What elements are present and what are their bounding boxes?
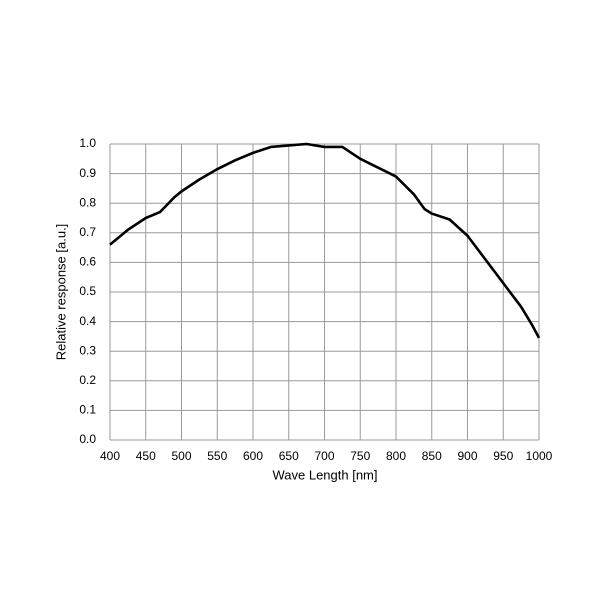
x-tick-label: 650 (279, 449, 299, 463)
x-tick-label: 600 (243, 449, 263, 463)
y-tick-label: 0.0 (79, 432, 96, 446)
x-tick-label: 750 (350, 449, 370, 463)
x-tick-label: 500 (171, 449, 191, 463)
y-tick-label: 0.1 (79, 403, 96, 417)
y-tick-label: 0.2 (79, 373, 96, 387)
data-line (109, 142, 541, 339)
x-tick-label: 450 (136, 449, 156, 463)
y-tick-label: 0.6 (79, 255, 96, 269)
x-tick-label: 950 (493, 449, 513, 463)
x-tick-label: 700 (314, 449, 334, 463)
y-tick-label: 0.9 (79, 166, 96, 180)
x-tick-label: 550 (207, 449, 227, 463)
x-tick-label: 850 (422, 449, 442, 463)
y-tick-label: 0.4 (79, 314, 96, 328)
y-tick-label: 0.8 (79, 195, 96, 209)
y-tick-label: 1.0 (79, 136, 96, 150)
x-tick-label: 400 (100, 449, 120, 463)
y-tick-label: 0.3 (79, 343, 96, 357)
x-tick-label: 800 (386, 449, 406, 463)
x-tick-label: 1000 (526, 449, 553, 463)
x-tick-label: 900 (457, 449, 477, 463)
y-tick-label: 0.5 (79, 284, 96, 298)
x-axis-title: Wave Length [nm] (272, 467, 377, 482)
y-axis-title: Relative response [a.u.] (53, 224, 68, 361)
y-tick-label: 0.7 (79, 225, 96, 239)
